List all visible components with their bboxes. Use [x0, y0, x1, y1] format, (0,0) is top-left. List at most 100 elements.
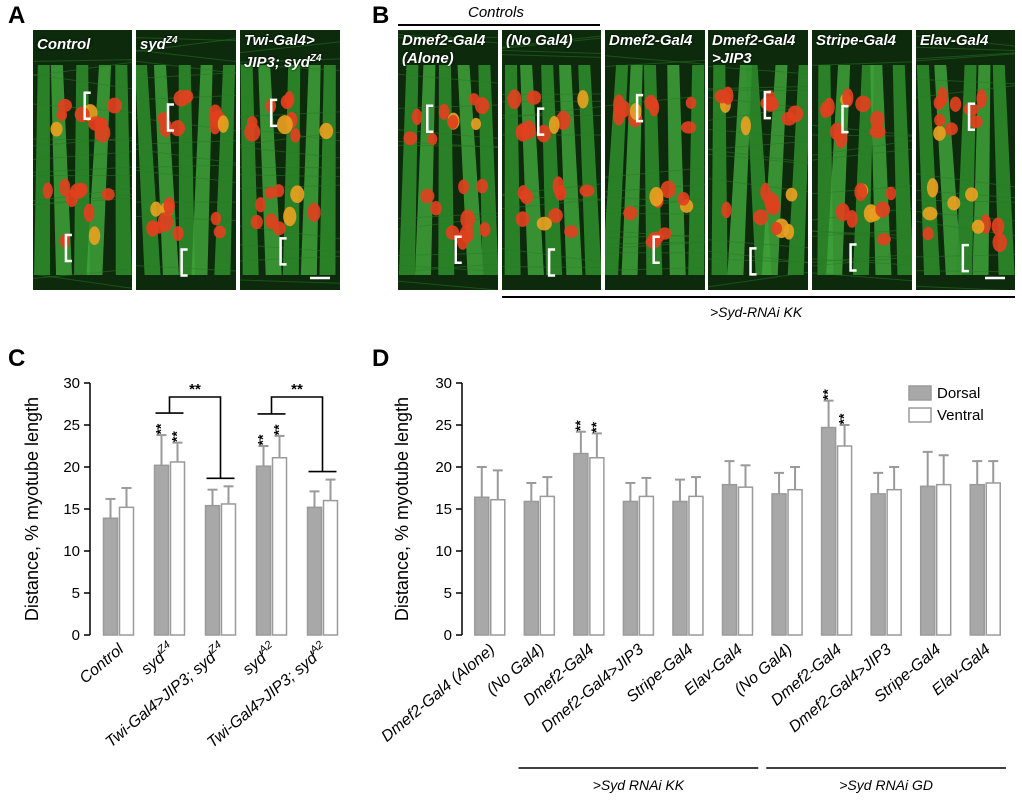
- bracket: [279, 237, 287, 266]
- bar: [787, 488, 803, 636]
- nucleus: [536, 216, 552, 231]
- nucleus: [926, 178, 939, 198]
- muscle-fiber: [34, 65, 51, 275]
- bar: [523, 500, 540, 636]
- bracket: [64, 233, 72, 263]
- fiber-strand: [240, 58, 340, 63]
- micrograph-a-sydz4: sydZ4: [136, 30, 236, 290]
- y-tick-label: 30: [63, 375, 80, 392]
- fiber-strand: [502, 266, 601, 269]
- fiber-strand: [502, 198, 601, 210]
- nucleus: [476, 178, 489, 194]
- bar: [153, 464, 170, 636]
- muscle-fiber: [711, 65, 728, 275]
- nucleus: [479, 222, 491, 237]
- fiber-strand: [33, 137, 132, 147]
- fiber-strand: [916, 285, 1010, 290]
- muscle-fiber: [852, 65, 875, 275]
- nucleus: [613, 94, 625, 115]
- group-label: >Syd RNAi GD: [839, 777, 933, 793]
- nucleus: [922, 227, 934, 241]
- legend-swatch: [908, 385, 932, 401]
- nucleus: [722, 86, 734, 105]
- fiber-strand: [916, 173, 1015, 188]
- nucleus: [42, 182, 53, 199]
- fiber-strand: [916, 254, 1015, 258]
- fiber-strand: [812, 140, 912, 156]
- nucleus: [885, 186, 897, 201]
- micrograph-b-elav: Elav-Gal4: [916, 30, 1015, 290]
- fiber-strand: [708, 128, 808, 139]
- muscle-fiber: [191, 65, 213, 275]
- muscle-fiber: [688, 65, 705, 275]
- legend-label: Ventral: [937, 407, 984, 424]
- fiber-strand: [708, 149, 808, 163]
- nucleus: [991, 217, 1005, 236]
- fiber-strand: [136, 37, 236, 42]
- fiber-strand: [33, 138, 132, 142]
- fiber-strand: [136, 49, 236, 62]
- nucleus: [579, 184, 595, 198]
- fiber-strand: [502, 37, 601, 49]
- y-tick-label: 5: [72, 585, 80, 602]
- micrograph-title: Dmef2-Gal4 >JIP3: [712, 32, 796, 67]
- nucleus: [677, 191, 690, 206]
- nucleus: [992, 232, 1008, 253]
- fiber-strand: [398, 263, 498, 273]
- fiber-strand: [398, 265, 498, 272]
- nucleus: [629, 102, 642, 120]
- fiber-strand: [708, 153, 808, 165]
- bar: [204, 504, 221, 636]
- nucleus: [420, 188, 435, 204]
- bracket: [841, 104, 849, 134]
- fiber-strand: [136, 60, 236, 74]
- category-label: Dmef2-Gal4 (Alone): [378, 641, 498, 745]
- fiber-strand: [136, 164, 236, 168]
- bar: [737, 486, 754, 636]
- fiber-strand: [708, 258, 808, 263]
- micrograph-b-no-gal4: (No Gal4): [502, 30, 601, 290]
- nucleus: [820, 101, 831, 119]
- nucleus: [460, 209, 475, 230]
- muscle-fiber: [892, 65, 912, 275]
- nucleus: [564, 225, 579, 238]
- fiber-strand: [398, 252, 498, 257]
- fiber-strand: [916, 52, 1015, 60]
- nucleus: [947, 196, 961, 211]
- nucleus: [273, 184, 285, 198]
- nucleus: [106, 97, 123, 114]
- fiber-strand: [33, 268, 132, 279]
- y-tick-label: 25: [435, 417, 452, 434]
- muscle-fiber: [50, 65, 73, 275]
- nucleus: [648, 98, 660, 117]
- nucleus: [101, 188, 115, 201]
- comparison-stars: **: [189, 381, 201, 398]
- panel-label-b: B: [372, 2, 390, 29]
- bar: [573, 452, 589, 636]
- muscle-fiber: [787, 65, 808, 275]
- nucleus: [870, 110, 885, 129]
- nucleus: [971, 219, 985, 234]
- muscle-fiber: [826, 65, 851, 275]
- y-tick-label: 15: [435, 501, 452, 518]
- nucleus: [785, 187, 798, 202]
- bracket: [961, 243, 969, 273]
- fiber-strand: [605, 59, 705, 67]
- fiber-strand: [812, 134, 912, 137]
- bracket: [547, 248, 556, 277]
- fiber-strand: [812, 61, 912, 66]
- bar: [919, 485, 936, 636]
- fiber-strand: [812, 207, 912, 221]
- nucleus: [965, 187, 979, 202]
- micrograph-a-twi-jip3: Twi-Gal4> JIP3; sydZ4: [240, 30, 340, 290]
- nucleus: [180, 89, 194, 104]
- y-axis-label: Distance, % myotube length: [22, 397, 42, 621]
- nucleus: [933, 125, 946, 141]
- bracket: [967, 102, 976, 131]
- fiber-strand: [136, 72, 236, 79]
- y-tick-label: 0: [72, 627, 80, 644]
- nucleus: [787, 105, 804, 123]
- fiber-strand: [33, 197, 132, 206]
- nucleus: [57, 98, 73, 112]
